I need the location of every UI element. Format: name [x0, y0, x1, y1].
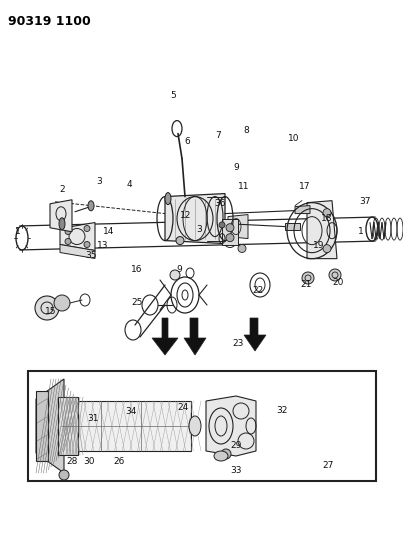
Polygon shape: [295, 206, 310, 214]
Polygon shape: [307, 200, 337, 259]
Polygon shape: [36, 379, 64, 473]
Text: 32: 32: [276, 406, 288, 415]
Bar: [28, 371, 376, 481]
Bar: [36, 391, 48, 461]
Ellipse shape: [302, 272, 314, 284]
Text: 13: 13: [97, 241, 108, 249]
Ellipse shape: [165, 192, 171, 205]
Ellipse shape: [238, 245, 246, 253]
Text: 19: 19: [313, 241, 324, 249]
Ellipse shape: [189, 416, 201, 436]
Text: 3: 3: [96, 177, 102, 185]
Polygon shape: [244, 318, 266, 351]
Text: 6: 6: [185, 137, 190, 146]
Text: 12: 12: [180, 212, 191, 220]
Ellipse shape: [170, 270, 180, 280]
Polygon shape: [60, 245, 95, 259]
Text: 17: 17: [299, 182, 310, 191]
Text: 15: 15: [45, 308, 56, 316]
Ellipse shape: [35, 296, 59, 320]
Polygon shape: [50, 200, 72, 232]
Text: 24: 24: [178, 403, 189, 412]
Ellipse shape: [59, 470, 69, 480]
Ellipse shape: [214, 451, 228, 461]
Text: 37: 37: [359, 197, 370, 206]
Ellipse shape: [221, 449, 231, 459]
Ellipse shape: [323, 245, 331, 253]
Text: 22: 22: [252, 286, 264, 295]
Ellipse shape: [226, 233, 234, 241]
Ellipse shape: [54, 295, 70, 311]
Polygon shape: [228, 215, 248, 239]
Text: 25: 25: [131, 298, 143, 306]
Text: 18: 18: [321, 214, 332, 223]
Text: 30: 30: [83, 457, 94, 465]
Text: 21: 21: [301, 280, 312, 288]
Polygon shape: [184, 318, 206, 355]
Text: 9: 9: [177, 265, 182, 273]
Text: 14: 14: [103, 228, 114, 236]
Text: 8: 8: [243, 126, 249, 135]
Polygon shape: [222, 219, 238, 245]
Polygon shape: [285, 223, 300, 230]
Text: 26: 26: [113, 457, 125, 465]
Ellipse shape: [219, 222, 225, 228]
Ellipse shape: [59, 218, 65, 230]
Ellipse shape: [226, 224, 234, 232]
Bar: [58, 397, 78, 455]
Polygon shape: [206, 396, 256, 456]
Ellipse shape: [65, 238, 71, 245]
Bar: [61, 401, 191, 451]
Polygon shape: [60, 222, 95, 251]
Text: 1: 1: [358, 228, 364, 236]
Ellipse shape: [84, 241, 90, 247]
Text: 11: 11: [238, 182, 249, 191]
Text: 28: 28: [67, 457, 78, 465]
Ellipse shape: [84, 225, 90, 231]
Ellipse shape: [323, 208, 331, 216]
Text: 36: 36: [214, 199, 225, 208]
Text: 7: 7: [215, 132, 220, 140]
Text: 90319 1100: 90319 1100: [8, 15, 91, 28]
Text: 4: 4: [126, 181, 132, 189]
Text: 5: 5: [170, 92, 176, 100]
Text: 29: 29: [230, 441, 241, 449]
Ellipse shape: [65, 229, 71, 235]
Text: 27: 27: [323, 461, 334, 470]
Text: 2: 2: [60, 185, 65, 193]
Text: 1: 1: [15, 228, 21, 236]
Text: 16: 16: [131, 265, 143, 273]
Ellipse shape: [329, 269, 341, 281]
Ellipse shape: [88, 201, 94, 211]
Text: 33: 33: [230, 466, 241, 474]
Text: 35: 35: [85, 252, 96, 260]
Text: 10: 10: [289, 134, 300, 143]
Text: 23: 23: [232, 340, 243, 348]
Text: 34: 34: [125, 407, 137, 416]
Polygon shape: [152, 318, 178, 355]
Ellipse shape: [176, 237, 184, 245]
Text: 31: 31: [87, 414, 98, 423]
Text: 20: 20: [333, 278, 344, 287]
Polygon shape: [165, 193, 225, 244]
Text: 3: 3: [197, 225, 202, 233]
Text: 9: 9: [233, 164, 239, 172]
